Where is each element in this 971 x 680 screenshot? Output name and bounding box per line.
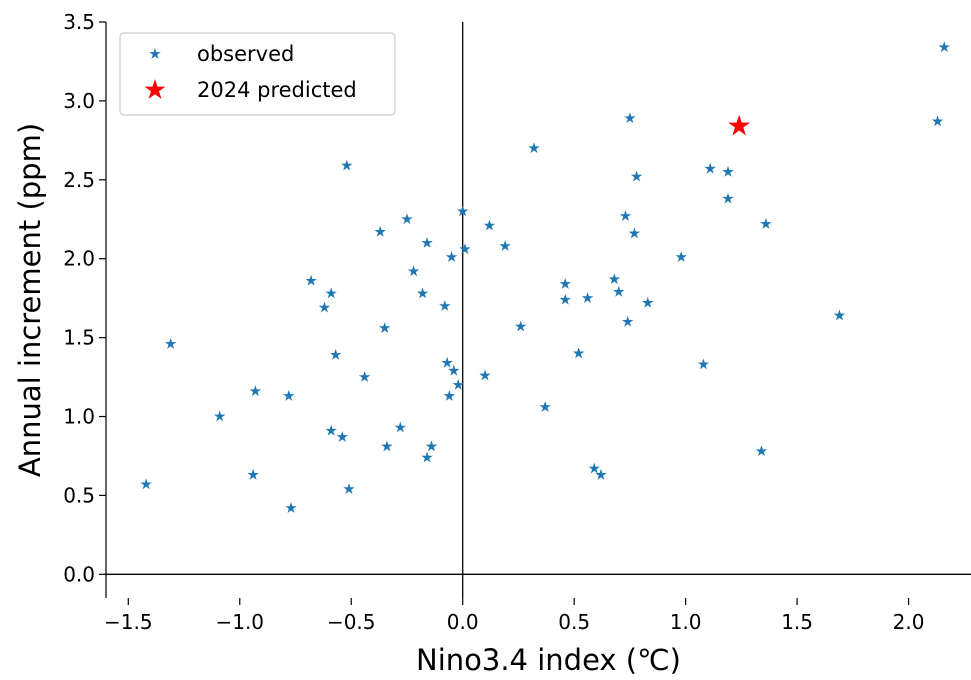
legend-observed-label: observed (197, 42, 294, 66)
observed-point (343, 483, 355, 494)
observed-point (608, 273, 621, 285)
observed-point (443, 390, 456, 401)
observed-point (675, 251, 687, 262)
observed-point (938, 41, 950, 53)
observed-point (401, 213, 413, 225)
observed-point (448, 364, 460, 376)
legend-predicted-marker (144, 79, 166, 99)
observed-point (459, 243, 471, 255)
observed-point (642, 296, 654, 308)
y-tick-label: 0.5 (63, 483, 95, 507)
y-tick-label: 0.0 (63, 562, 95, 586)
observed-point (588, 462, 600, 474)
observed-point (164, 337, 177, 349)
observed-point (499, 240, 511, 251)
observed-point (628, 227, 641, 239)
observed-point (358, 371, 371, 382)
axes (105, 22, 971, 598)
observed-point (528, 142, 540, 154)
observed-point (613, 285, 625, 297)
observed-point (407, 265, 420, 277)
observed-point (559, 293, 571, 305)
observed-point (318, 301, 331, 313)
x-tick-label: 2.0 (893, 610, 925, 634)
observed-point (456, 205, 469, 217)
y-tick-label: 1.0 (63, 405, 95, 429)
x-tick-label: 1.0 (670, 610, 702, 634)
legend-predicted-label: 2024 predicted (197, 78, 357, 102)
x-axis-title: Nino3.4 index (℃) (416, 643, 681, 677)
observed-point (722, 165, 734, 177)
observed-point (439, 300, 451, 311)
observed-point (581, 292, 594, 304)
y-tick-label: 1.5 (63, 326, 95, 350)
observed-point (445, 251, 458, 262)
legend-observed-marker (149, 48, 161, 59)
observed-point (514, 320, 527, 332)
observed-point (249, 385, 262, 397)
observed-point (441, 356, 453, 368)
observed-point (421, 451, 433, 463)
observed-point (140, 478, 152, 490)
data-points (140, 41, 950, 513)
observed-point (325, 424, 337, 436)
observed-point (722, 192, 734, 204)
observed-point (755, 445, 768, 457)
legend-box (119, 32, 396, 116)
x-tick-label: 1.5 (781, 610, 813, 634)
y-axis-title: Annual increment (ppm) (13, 123, 47, 477)
observed-point (483, 219, 496, 231)
x-tick-label: 0.0 (447, 610, 479, 634)
x-tick-label: 0.5 (558, 610, 590, 634)
observed-point (336, 431, 349, 442)
observed-point (559, 277, 571, 289)
y-tick-label: 3.0 (63, 89, 95, 113)
observed-point (213, 410, 226, 422)
observed-point (283, 390, 295, 401)
x-tick-label: −1.0 (215, 610, 264, 634)
observed-point (305, 274, 317, 286)
observed-point (425, 440, 438, 452)
observed-point (341, 159, 353, 171)
observed-point (539, 401, 551, 412)
observed-point (378, 322, 391, 333)
x-tick-label: −1.5 (104, 610, 153, 634)
observed-point (572, 347, 585, 359)
observed-point (621, 315, 634, 327)
observed-point (697, 358, 710, 370)
observed-point (394, 421, 406, 433)
observed-point (760, 217, 772, 229)
observed-point (329, 348, 342, 360)
x-axis-ticks: −1.5 −1.0 −0.5 0.0 0.5 1.0 1.5 2.0 (104, 598, 924, 634)
observed-point (624, 112, 636, 124)
y-tick-label: 2.0 (63, 247, 95, 271)
observed-point (630, 170, 643, 182)
y-axis-ticks: 0.0 0.5 1.0 1.5 2.0 2.5 3.0 3.5 (63, 10, 106, 586)
observed-point (452, 378, 464, 390)
observed-point (247, 468, 259, 480)
observed-point (381, 440, 393, 452)
observed-point (285, 502, 297, 513)
y-tick-label: 2.5 (63, 168, 95, 192)
observed-point (704, 162, 716, 174)
observed-point (325, 287, 337, 299)
observed-point (619, 210, 632, 221)
observed-point (416, 287, 429, 299)
observed-point (421, 236, 433, 248)
observed-point (374, 225, 386, 237)
predicted-point (728, 114, 751, 136)
legend: observed 2024 predicted (119, 32, 396, 116)
observed-point (479, 369, 491, 381)
observed-point (833, 309, 846, 321)
observed-point (595, 468, 607, 480)
observed-point (931, 115, 944, 127)
x-tick-label: −0.5 (327, 610, 376, 634)
y-tick-label: 3.5 (63, 10, 95, 34)
